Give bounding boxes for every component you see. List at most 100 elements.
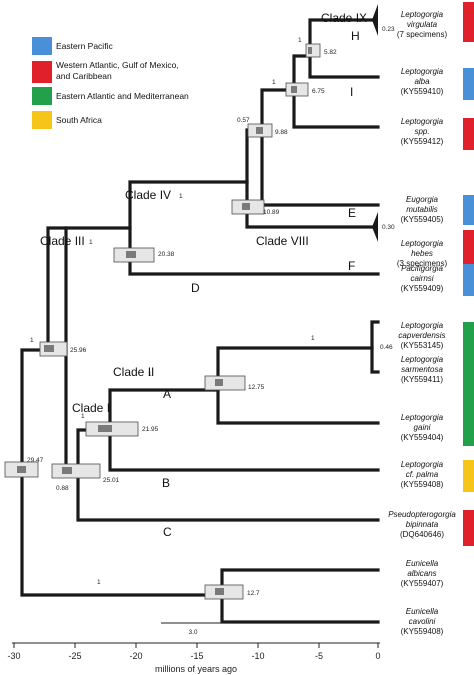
tip-cairnsi: Pacifigorgia cairnsi (KY559409) (401, 264, 444, 293)
legend-label-caribbean: and Caribbean (56, 71, 112, 81)
legend-label-south-africa: South Africa (56, 115, 102, 125)
support-eunicella: 1 (97, 579, 101, 586)
svg-text:(KY553145): (KY553145) (401, 341, 444, 350)
letter-b: B (162, 476, 170, 490)
tick-label: -5 (315, 651, 323, 661)
hpd-bars (4, 43, 321, 600)
svg-text:cavolini: cavolini (409, 617, 436, 626)
svg-text:(KY559407): (KY559407) (401, 579, 444, 588)
clade-iv-label: Clade IV (125, 188, 171, 202)
svg-text:bipinnata: bipinnata (406, 520, 439, 529)
legend-label-eastern-atlantic: Eastern Atlantic and Mediterranean (56, 91, 189, 101)
tip-bipinnata: Pseudopterogorgia bipinnata (DQ640646) (388, 510, 456, 539)
svg-text:alba: alba (414, 77, 430, 86)
letter-d: D (191, 281, 200, 295)
triangle-hebes (372, 212, 378, 242)
legend-label-eastern-pacific: Eastern Pacific (56, 41, 113, 51)
tick-label: -15 (190, 651, 203, 661)
branch-988 (260, 88, 380, 207)
letter-c: C (163, 525, 172, 539)
scale-bar-label: 3.0 (188, 629, 197, 636)
hpd-2501 (51, 463, 101, 479)
region-bar-spp (463, 118, 474, 150)
svg-text:Leptogorgia: Leptogorgia (401, 239, 444, 248)
hpd-1275 (204, 375, 246, 391)
svg-text:(DQ640646): (DQ640646) (400, 530, 444, 539)
region-bar-mutabilis (463, 195, 474, 225)
svg-text:(KY559405): (KY559405) (401, 215, 444, 224)
region-bar-eastern-atlantic (463, 322, 474, 446)
tip-sarmentosa: Leptogorgia sarmentosa (KY559411) (401, 355, 444, 384)
support-clade-iii: 1 (89, 239, 93, 246)
svg-text:albicans: albicans (407, 569, 436, 578)
legend-swatch-eastern-atlantic (32, 87, 52, 105)
legend-swatch-western-atlantic (32, 61, 52, 83)
age-046: 0.46 (380, 344, 393, 351)
svg-text:(KY559409): (KY559409) (401, 284, 444, 293)
legend: Eastern Pacific Western Atlantic, Gulf o… (32, 37, 189, 129)
svg-text:spp.: spp. (414, 127, 429, 136)
letter-a: A (163, 387, 171, 401)
tick-label: -25 (68, 651, 81, 661)
svg-text:Leptogorgia: Leptogorgia (401, 460, 444, 469)
support-clade-ix: 1 (298, 37, 302, 44)
tick-label: -10 (251, 651, 264, 661)
svg-text:Eugorgia: Eugorgia (406, 195, 439, 204)
support-088: 0.88 (56, 485, 69, 492)
region-bars (463, 2, 474, 546)
age-2947: 29.47 (27, 457, 44, 464)
branch-127 (220, 568, 380, 624)
svg-text:(KY559404): (KY559404) (401, 433, 444, 442)
region-bar-alba (463, 68, 474, 100)
branch-582 (308, 18, 380, 79)
triangle-virgulata (372, 4, 378, 36)
branch-2501 (76, 428, 380, 522)
tip-virgulata: Leptogorgia virgulata (7 specimens) (397, 10, 448, 39)
svg-text:Leptogorgia: Leptogorgia (401, 413, 444, 422)
svg-text:Leptogorgia: Leptogorgia (401, 321, 444, 330)
svg-text:hebes: hebes (411, 249, 433, 258)
svg-text:(3 specimens): (3 specimens) (397, 259, 448, 268)
legend-label-western-atlantic: Western Atlantic, Gulf of Mexico, (56, 60, 179, 70)
support-clade-i: 1 (81, 413, 85, 420)
svg-text:Eunicella: Eunicella (406, 559, 439, 568)
svg-text:Leptogorgia: Leptogorgia (401, 355, 444, 364)
svg-text:(KY559408): (KY559408) (401, 627, 444, 636)
tip-gaini: Leptogorgia gaini (KY559404) (401, 413, 444, 442)
svg-text:Leptogorgia: Leptogorgia (401, 117, 444, 126)
collapsed-clades (370, 4, 380, 374)
region-bar-cairnsi (463, 264, 474, 296)
age-023: 0.23 (382, 26, 395, 33)
letter-f: F (348, 259, 355, 273)
clade-ix-label: Clade IX (321, 11, 367, 25)
age-2501: 25.01 (103, 477, 120, 484)
x-axis: -30 -25 -20 -15 -10 -5 0 millions of yea… (7, 642, 381, 674)
tip-alba: Leptogorgia alba (KY559410) (401, 67, 444, 96)
tip-spp: Leptogorgia spp. (KY559412) (401, 117, 444, 146)
svg-text:(KY559411): (KY559411) (401, 375, 443, 384)
tick-label: 0 (375, 651, 380, 661)
support-values: 1 0.88 1 1 0.57 1 1 1 1 1 1 (30, 37, 315, 586)
clade-i-label: Clade I (72, 401, 110, 415)
tip-albicans: Eunicella albicans (KY559407) (401, 559, 444, 588)
branch-2195 (108, 388, 380, 472)
region-bar-bipinnata (463, 510, 474, 546)
age-2195: 21.95 (142, 426, 159, 433)
svg-text:Pacifigorgia: Pacifigorgia (401, 264, 443, 273)
svg-text:Leptogorgia: Leptogorgia (401, 10, 444, 19)
bracket-capverdensis (370, 320, 380, 374)
svg-text:Leptogorgia: Leptogorgia (401, 67, 444, 76)
support-057: 0.57 (237, 117, 250, 124)
age-988: 9.88 (275, 129, 288, 136)
clade-labels: Clade IX Clade IV Clade III Clade VIII C… (40, 11, 367, 415)
svg-text:(KY559408): (KY559408) (401, 480, 444, 489)
node-ages: 29.47 25.96 25.01 21.95 20.38 12.75 12.7… (27, 26, 395, 597)
branch-675 (292, 54, 380, 129)
region-bar-hebes (463, 230, 474, 270)
svg-text:(7 specimens): (7 specimens) (397, 30, 448, 39)
svg-text:sarmentosa: sarmentosa (401, 365, 443, 374)
clade-ii-label: Clade II (113, 365, 154, 379)
support-clade-iv: 1 (179, 193, 183, 200)
support-clade-ii: 1 (148, 371, 152, 378)
